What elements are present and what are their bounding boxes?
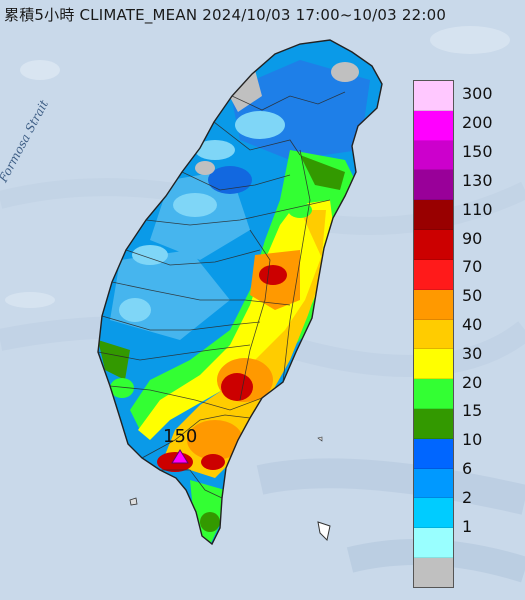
peak-marker-icon — [171, 449, 189, 464]
legend-label: 300 — [462, 84, 493, 104]
legend-label: 15 — [462, 401, 483, 421]
legend-label: 2 — [462, 487, 473, 507]
map-title: 累積5小時 CLIMATE_MEAN 2024/10/03 17:00~10/0… — [4, 6, 447, 24]
legend-label: 50 — [462, 286, 483, 306]
legend-label: 20 — [462, 372, 483, 392]
legend-label: 150 — [462, 142, 493, 162]
legend-swatch — [414, 230, 453, 260]
legend-label: 110 — [462, 199, 493, 219]
legend-label: 30 — [462, 343, 483, 363]
legend-label: 10 — [462, 430, 483, 450]
legend-swatch — [414, 110, 453, 141]
legend-swatch — [414, 558, 453, 587]
legend-swatch — [414, 200, 453, 231]
legend-label: 40 — [462, 315, 483, 334]
legend-swatch — [414, 408, 453, 439]
legend-swatch — [414, 379, 453, 409]
legend-label: 90 — [462, 228, 483, 248]
legend-label: 1 — [462, 516, 473, 536]
legend-swatch — [414, 289, 453, 320]
legend-swatch — [414, 468, 453, 499]
legend-swatch — [414, 498, 453, 529]
legend-swatch — [414, 170, 453, 201]
rainfall-legend — [413, 80, 454, 588]
legend-swatch — [414, 259, 453, 290]
legend-label: 130 — [462, 170, 493, 190]
legend-label: 70 — [462, 257, 483, 277]
legend-swatch — [414, 319, 453, 350]
legend-swatch — [414, 528, 453, 558]
legend-swatch — [414, 438, 453, 469]
legend-swatch — [414, 349, 453, 380]
peak-value-label: 150 — [163, 426, 198, 447]
legend-label: 200 — [462, 113, 493, 133]
legend-swatch — [414, 81, 453, 111]
legend-swatch — [414, 140, 453, 171]
legend-label: 6 — [462, 459, 473, 479]
